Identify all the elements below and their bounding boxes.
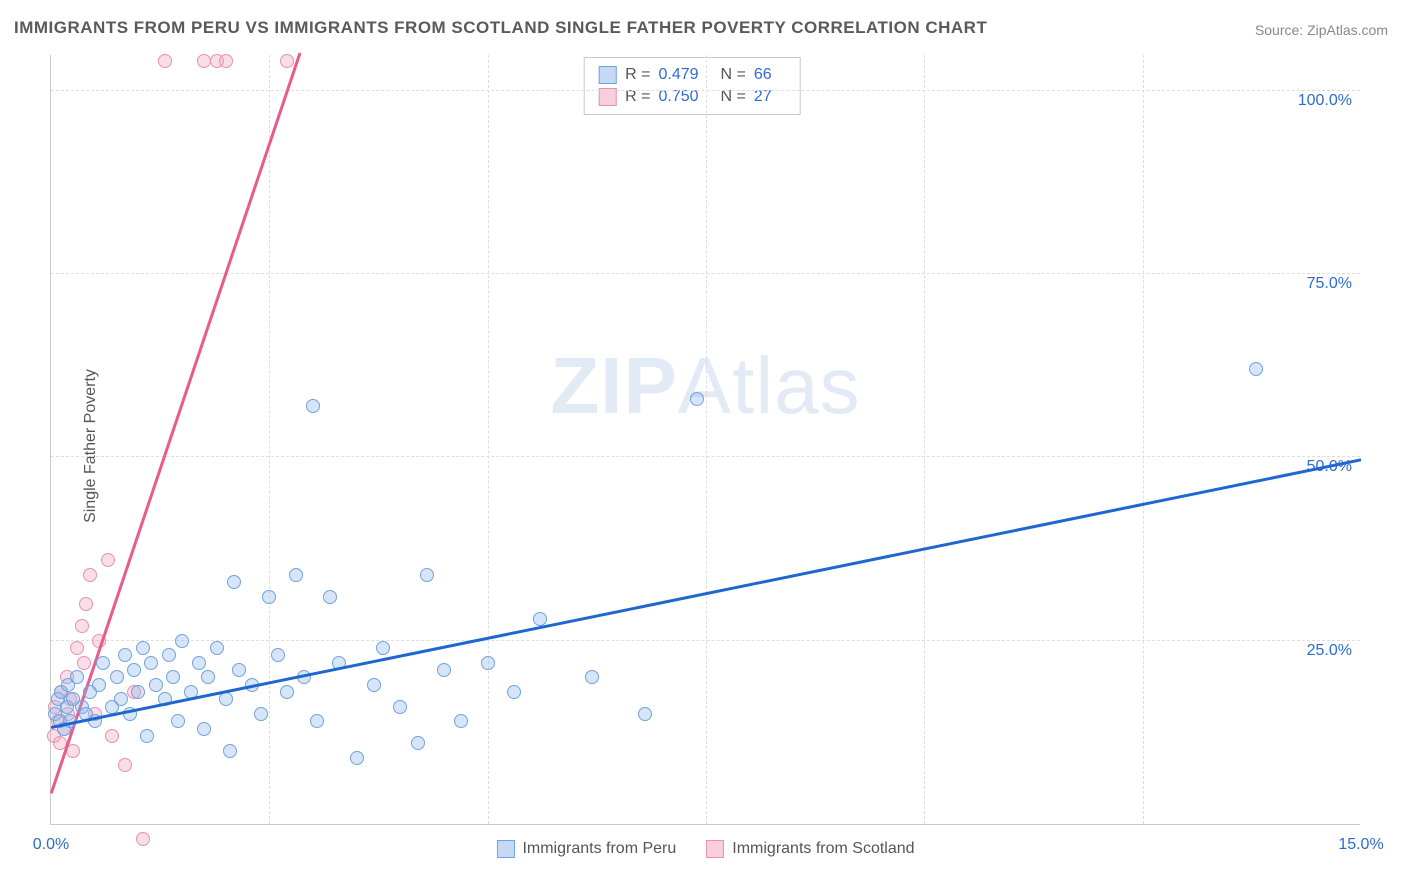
scatter-point — [70, 641, 84, 655]
scatter-point — [310, 714, 324, 728]
scatter-point — [79, 597, 93, 611]
scatter-point — [192, 656, 206, 670]
scatter-point — [533, 612, 547, 626]
scatter-point — [454, 714, 468, 728]
gridline-vertical — [924, 55, 925, 824]
scatter-point — [144, 656, 158, 670]
x-tick-label: 15.0% — [1338, 836, 1383, 854]
swatch-series-b — [706, 840, 724, 858]
y-tick-label: 25.0% — [1307, 642, 1366, 660]
scatter-point — [376, 641, 390, 655]
scatter-point — [149, 678, 163, 692]
scatter-point — [227, 575, 241, 589]
scatter-point — [437, 663, 451, 677]
x-tick-label: 0.0% — [33, 836, 69, 854]
scatter-point — [411, 736, 425, 750]
swatch-series-a — [599, 66, 617, 84]
scatter-point — [323, 590, 337, 604]
scatter-point — [254, 707, 268, 721]
scatter-point — [75, 619, 89, 633]
series-a-label: Immigrants from Peru — [522, 840, 676, 858]
scatter-point — [262, 590, 276, 604]
swatch-series-a — [496, 840, 514, 858]
scatter-point — [219, 54, 233, 68]
scatter-point — [162, 648, 176, 662]
n-label: N = — [721, 66, 746, 84]
scatter-point — [96, 656, 110, 670]
scatter-point — [201, 670, 215, 684]
swatch-series-b — [599, 88, 617, 106]
gridline-vertical — [488, 55, 489, 824]
scatter-point — [420, 568, 434, 582]
scatter-point — [158, 54, 172, 68]
series-b-label: Immigrants from Scotland — [732, 840, 914, 858]
scatter-point — [136, 641, 150, 655]
scatter-point — [223, 744, 237, 758]
scatter-point — [171, 714, 185, 728]
scatter-point — [289, 568, 303, 582]
gridline-vertical — [706, 55, 707, 824]
series-legend: Immigrants from Peru Immigrants from Sco… — [496, 840, 914, 858]
scatter-point — [101, 553, 115, 567]
scatter-point — [393, 700, 407, 714]
legend-item-b: Immigrants from Scotland — [706, 840, 914, 858]
scatter-point — [70, 670, 84, 684]
r-value: 0.479 — [658, 66, 698, 84]
scatter-point — [280, 54, 294, 68]
scatter-point — [114, 692, 128, 706]
correlation-legend: R = 0.479 N = 66 R = 0.750 N = 27 — [584, 57, 801, 115]
scatter-point — [271, 648, 285, 662]
scatter-point — [210, 641, 224, 655]
r-label: R = — [625, 66, 650, 84]
scatter-point — [507, 685, 521, 699]
scatter-point — [127, 663, 141, 677]
scatter-point — [197, 722, 211, 736]
scatter-point — [585, 670, 599, 684]
scatter-point — [1249, 362, 1263, 376]
scatter-point — [280, 685, 294, 699]
scatter-point — [110, 670, 124, 684]
n-value: 66 — [754, 66, 772, 84]
y-tick-label: 100.0% — [1298, 92, 1366, 110]
r-value: 0.750 — [658, 88, 698, 106]
scatter-point — [105, 729, 119, 743]
scatter-point — [481, 656, 495, 670]
legend-item-a: Immigrants from Peru — [496, 840, 676, 858]
legend-row: R = 0.479 N = 66 — [599, 64, 786, 86]
scatter-point — [83, 568, 97, 582]
scatter-point — [140, 729, 154, 743]
r-label: R = — [625, 88, 650, 106]
scatter-point — [219, 692, 233, 706]
scatter-point — [118, 648, 132, 662]
n-label: N = — [721, 88, 746, 106]
n-value: 27 — [754, 88, 772, 106]
scatter-point — [136, 832, 150, 846]
scatter-point — [77, 656, 91, 670]
scatter-point — [92, 678, 106, 692]
scatter-point — [118, 758, 132, 772]
scatter-point — [367, 678, 381, 692]
scatter-point — [638, 707, 652, 721]
scatter-point — [175, 634, 189, 648]
scatter-point — [232, 663, 246, 677]
scatter-point — [690, 392, 704, 406]
chart-title: IMMIGRANTS FROM PERU VS IMMIGRANTS FROM … — [14, 18, 987, 38]
source-attribution: Source: ZipAtlas.com — [1255, 22, 1388, 38]
scatter-point — [350, 751, 364, 765]
y-tick-label: 75.0% — [1307, 275, 1366, 293]
scatter-point — [131, 685, 145, 699]
gridline-vertical — [1143, 55, 1144, 824]
scatter-point — [197, 54, 211, 68]
chart-plot-area: ZIPAtlas R = 0.479 N = 66 R = 0.750 N = … — [50, 55, 1360, 825]
scatter-point — [166, 670, 180, 684]
gridline-vertical — [269, 55, 270, 824]
scatter-point — [306, 399, 320, 413]
